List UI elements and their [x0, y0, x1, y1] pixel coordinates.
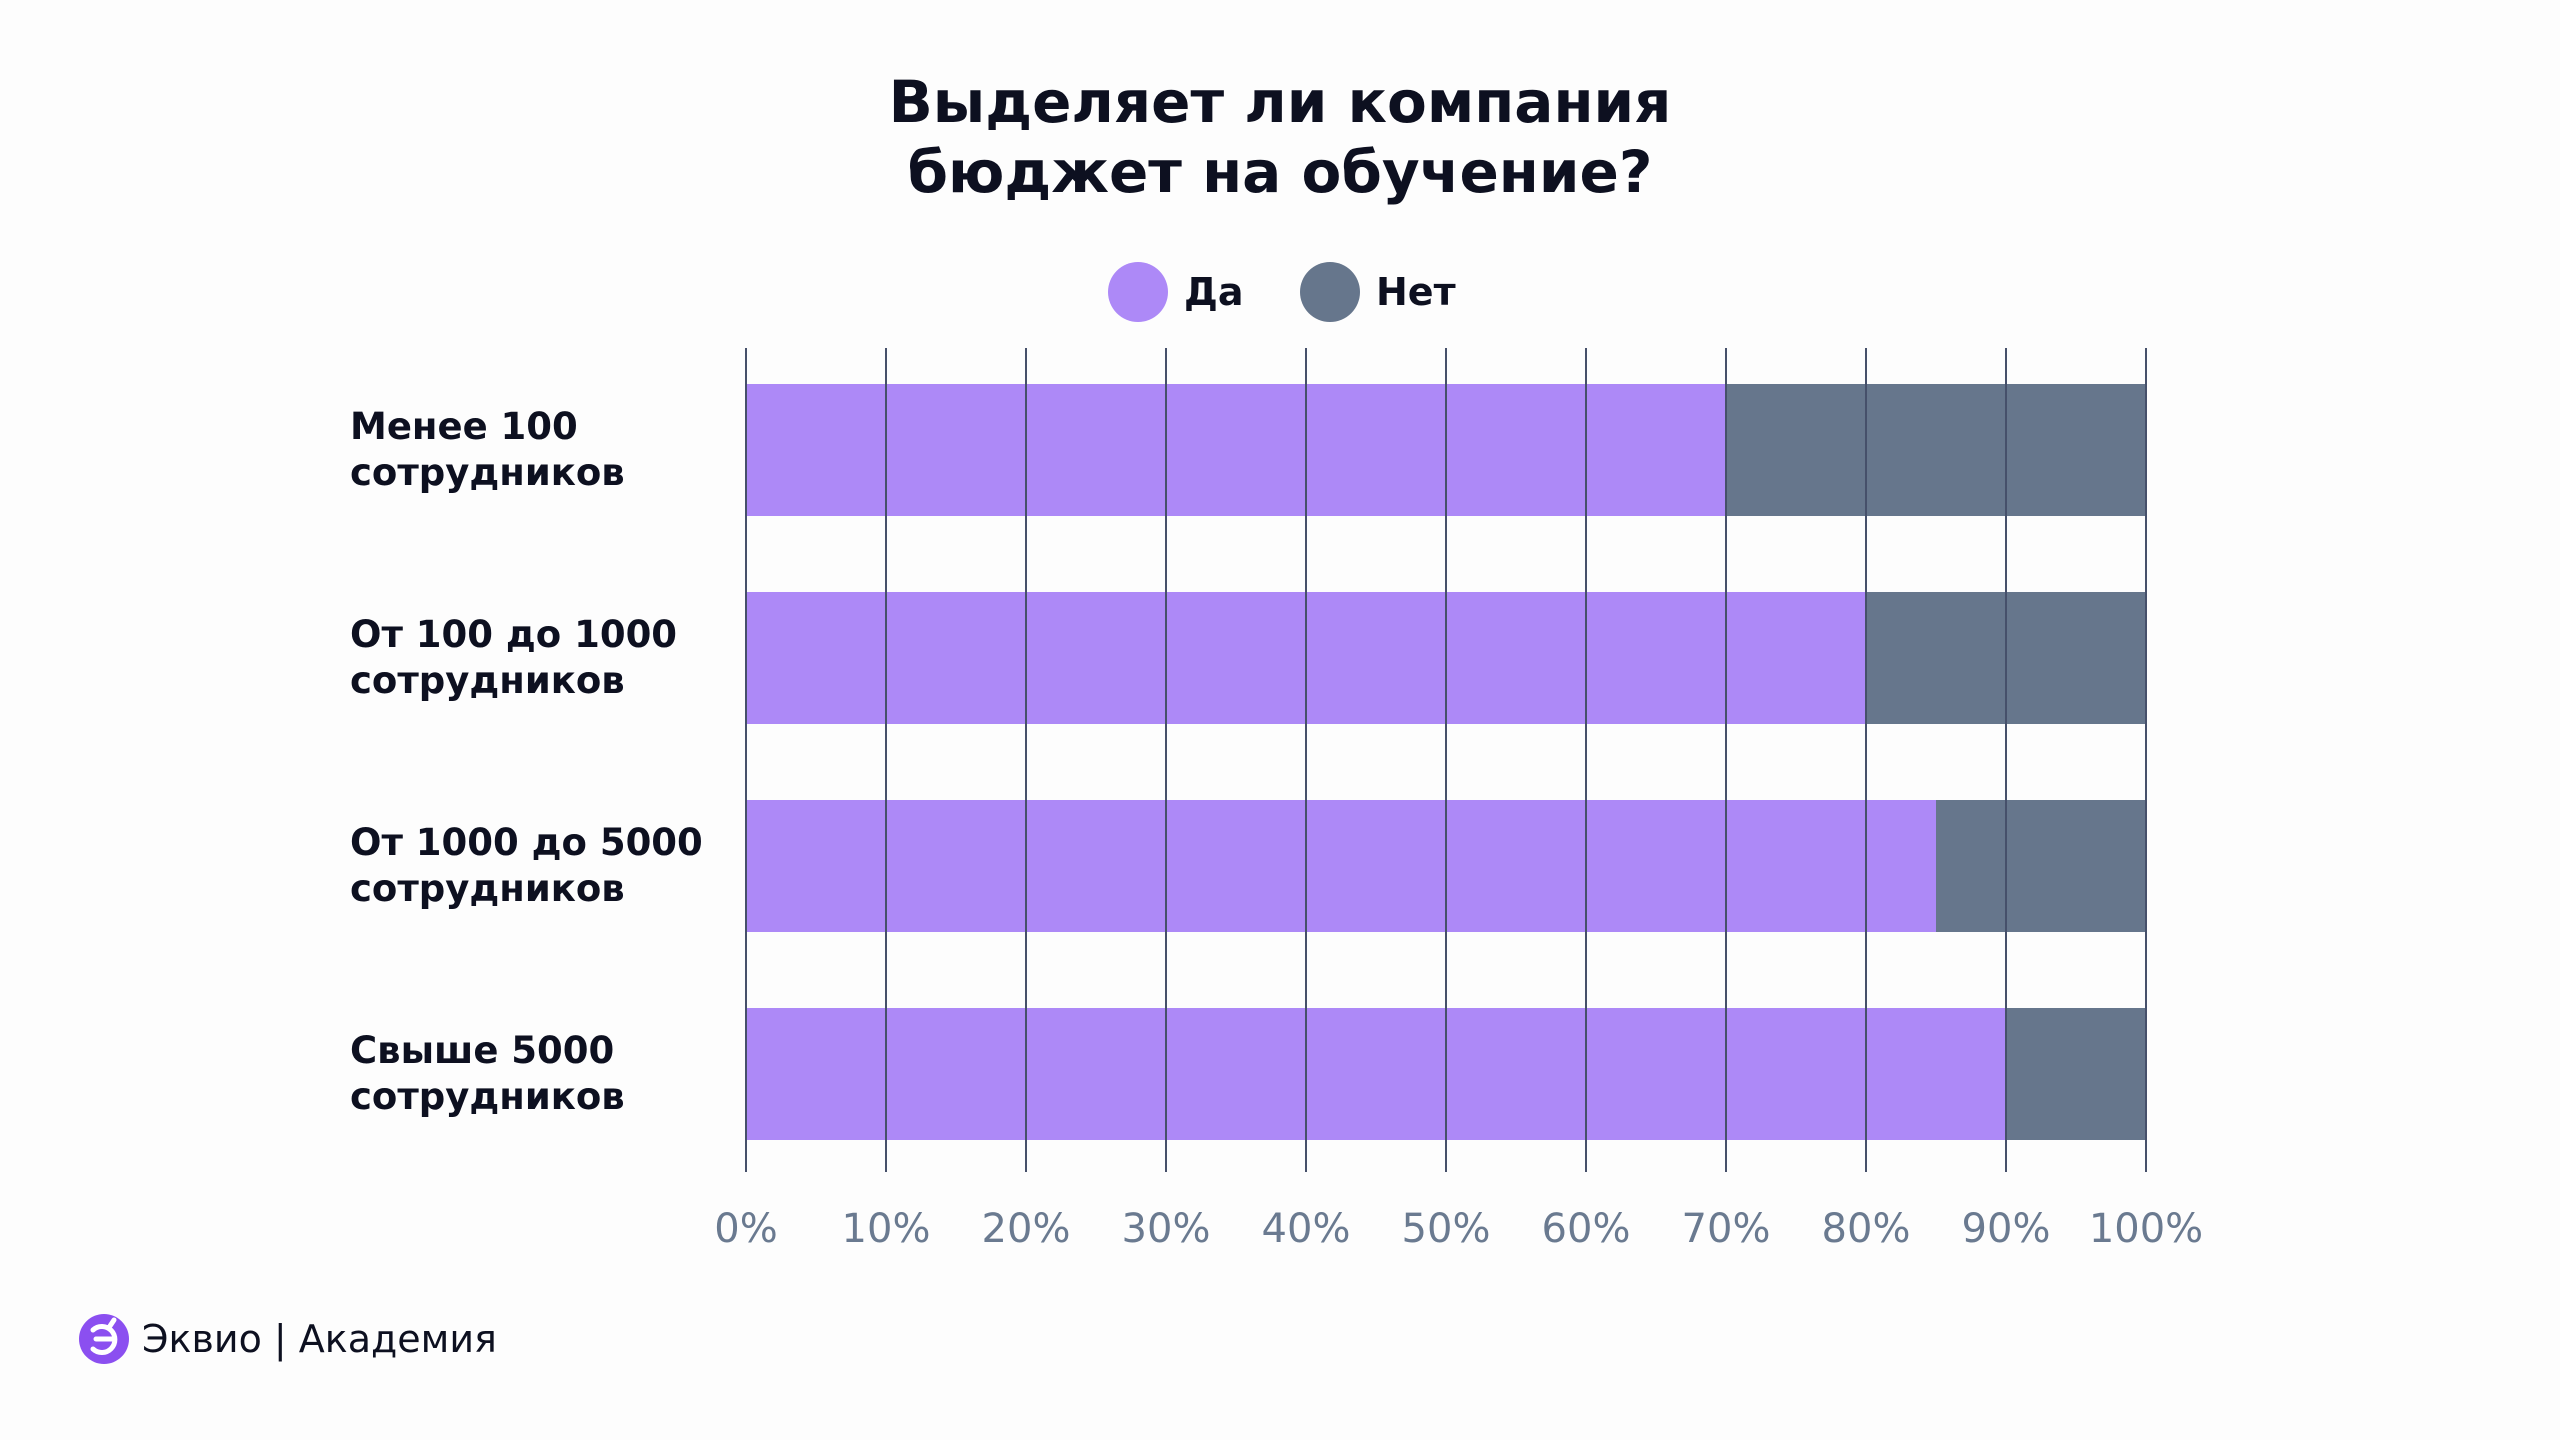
- logo: Эквио | Академия: [79, 1314, 497, 1364]
- x-tick-label: 0%: [714, 1206, 777, 1252]
- bars: [746, 384, 2146, 1140]
- bar-yes-0: [746, 384, 1726, 516]
- x-tick-label: 40%: [1262, 1206, 1351, 1252]
- x-tick-label: 90%: [1962, 1206, 2051, 1252]
- category-label: Свыше 5000: [350, 1029, 614, 1072]
- bar-no-0: [1726, 384, 2146, 516]
- logo-glyph: [90, 1317, 118, 1355]
- category-label: Менее 100: [350, 405, 578, 448]
- category-label: сотрудников: [350, 451, 625, 494]
- category-label: сотрудников: [350, 867, 625, 910]
- gridlines: [745, 348, 2147, 1172]
- legend-label-no: Нет: [1376, 270, 1456, 314]
- logo-text: Эквио | Академия: [142, 1317, 497, 1362]
- category-label: сотрудников: [350, 659, 625, 702]
- chart-title-line-1: Выделяет ли компания: [889, 68, 1672, 136]
- legend-marker-no: [1300, 262, 1360, 322]
- legend-label-yes: Да: [1184, 270, 1244, 314]
- x-tick-label: 70%: [1682, 1206, 1771, 1252]
- bar-yes-2: [746, 800, 1936, 932]
- category-label: От 1000 до 5000: [350, 821, 703, 864]
- bar-no-3: [2006, 1008, 2146, 1140]
- x-tick-label: 20%: [982, 1206, 1071, 1252]
- x-tick-label: 80%: [1822, 1206, 1911, 1252]
- legend: Да Нет: [1108, 262, 1456, 322]
- x-tick-label: 50%: [1402, 1206, 1491, 1252]
- x-tick-label: 30%: [1122, 1206, 1211, 1252]
- bar-no-2: [1936, 800, 2146, 932]
- x-tick-label: 100%: [2089, 1206, 2203, 1252]
- legend-marker-yes: [1108, 262, 1168, 322]
- x-tick-label: 60%: [1542, 1206, 1631, 1252]
- x-axis-ticks: 0% 10% 20% 30% 40% 50% 60% 70% 80% 90% 100%: [714, 1206, 2203, 1252]
- category-label: От 100 до 1000: [350, 613, 677, 656]
- category-label: сотрудников: [350, 1075, 625, 1118]
- x-tick-label: 10%: [842, 1206, 931, 1252]
- bar-yes-3: [746, 1008, 2006, 1140]
- chart-title-line-2: бюджет на обучение?: [908, 138, 1653, 206]
